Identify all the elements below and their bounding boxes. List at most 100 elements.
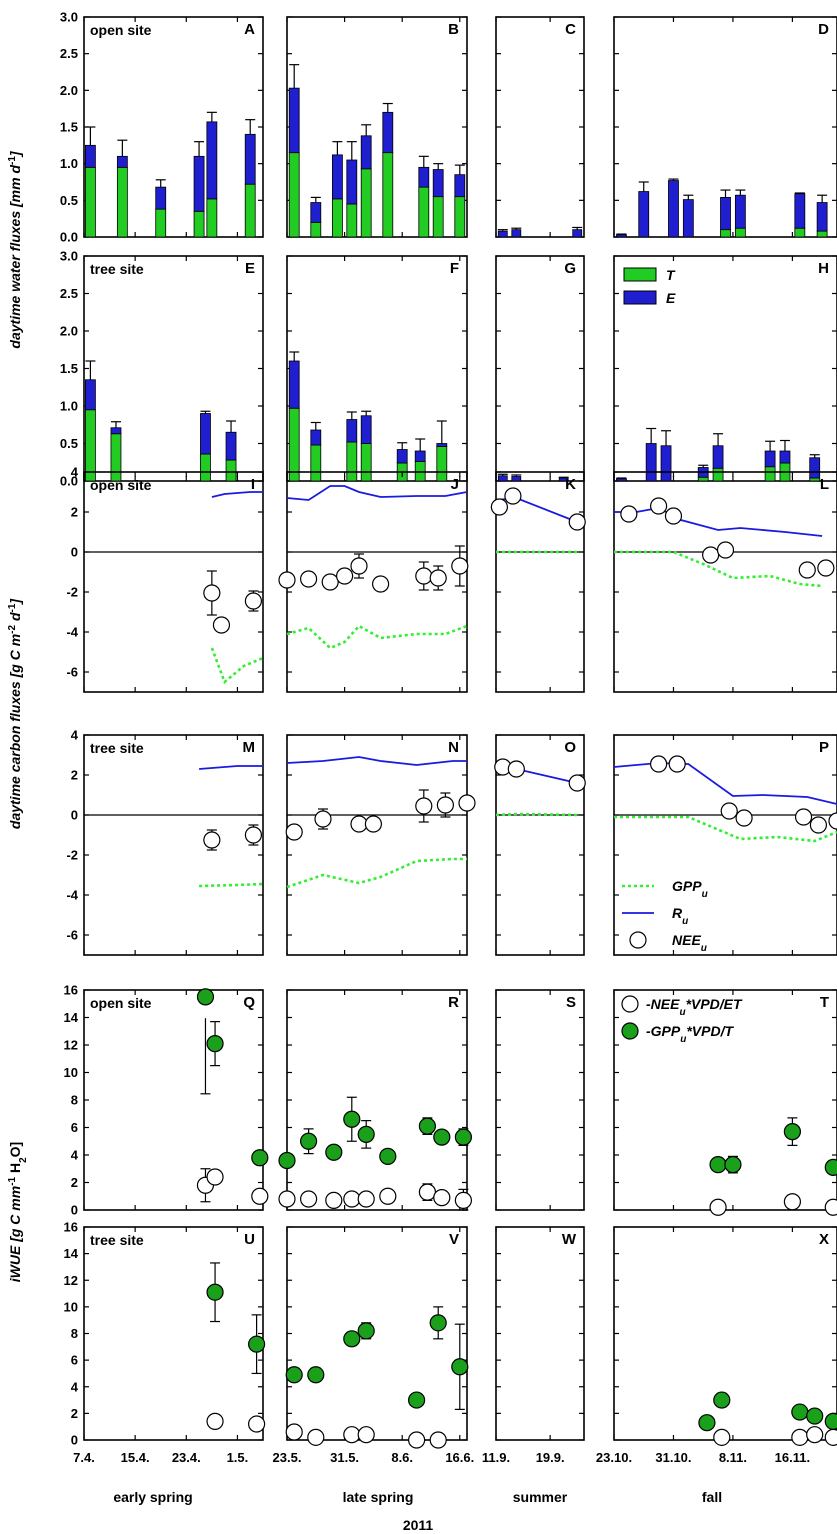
bar-E: [360, 135, 372, 170]
panel-letter: T: [820, 994, 829, 1011]
panel-frame: [495, 1226, 585, 1441]
y-tick-label: 8: [71, 1326, 78, 1341]
panel-N: N: [285, 734, 476, 956]
wue-gpp-point: [278, 1151, 296, 1170]
bar-E: [779, 450, 791, 464]
bar-T: [360, 168, 372, 238]
bar-E: [638, 191, 650, 238]
bar-E: [418, 166, 430, 188]
bar-T: [110, 433, 122, 482]
bar-E: [331, 154, 343, 200]
series-GPP-line: [614, 550, 823, 588]
y-tick-label: 6: [71, 1120, 78, 1135]
panel-X: X: [613, 1226, 837, 1446]
panel-frame: [495, 255, 585, 482]
nee-point: [300, 570, 318, 588]
nee-point: [828, 812, 837, 830]
y-tick-label: 2: [71, 505, 78, 520]
site-label: open site: [90, 995, 152, 1011]
wue-gpp-point: [357, 1322, 375, 1340]
series-R-line: [199, 765, 263, 770]
panel-O: O: [494, 734, 586, 956]
y-tick-label: 0: [71, 1203, 78, 1218]
panel-H: H: [613, 255, 837, 482]
wue-nee-point: [454, 1191, 472, 1209]
bar-T: [436, 446, 448, 482]
y-tick-label: 1.5: [60, 361, 78, 376]
panel-frame: [495, 989, 585, 1211]
nee-point: [798, 561, 816, 579]
panel-letter: S: [566, 994, 576, 1011]
panel-L: L: [613, 471, 837, 693]
panel-letter: P: [819, 739, 829, 756]
y-tick-label: 10: [64, 1065, 78, 1080]
wue-nee-point: [783, 1193, 802, 1211]
panel-B: B: [286, 16, 468, 238]
panel-G: G: [495, 255, 585, 482]
y-tick-label: -2: [66, 848, 78, 863]
wue-nee-point: [824, 1198, 837, 1216]
wue-gpp-point: [325, 1143, 343, 1161]
site-label: tree site: [90, 1232, 144, 1248]
series-R-line: [614, 507, 823, 537]
bar-T: [155, 208, 167, 238]
bar-E: [497, 475, 508, 482]
bar-E: [511, 229, 522, 238]
bar-E: [816, 202, 828, 232]
panel-S: S: [495, 989, 585, 1211]
bar-T: [734, 227, 746, 238]
y-tick-label: 4: [71, 728, 79, 743]
bar-E: [712, 445, 724, 469]
series-GPP-line: [286, 857, 467, 889]
nee-point: [336, 567, 354, 585]
series-GPP-line: [495, 812, 578, 817]
y-axis-title-iwue: iWUE [g C mm-1 H2O]: [7, 1142, 29, 1282]
wue-gpp-point: [251, 1149, 269, 1167]
site-label: tree site: [90, 740, 144, 756]
series-GPP-line: [199, 882, 264, 888]
wue-gpp-point: [300, 1132, 318, 1150]
nee-point: [664, 507, 683, 525]
bar-T: [764, 466, 776, 482]
panel-letter: M: [243, 739, 256, 756]
wue-gpp-point: [196, 988, 215, 1006]
series-GPP-line: [614, 815, 837, 843]
panel-letter: I: [251, 476, 255, 493]
bar-E: [310, 202, 322, 223]
bar-T: [360, 443, 372, 482]
bar-E: [288, 87, 300, 154]
nee-point: [568, 513, 586, 531]
x-tick-label: 7.4.: [73, 1450, 95, 1465]
bar-T: [346, 203, 358, 238]
wue-nee-point: [408, 1431, 426, 1449]
panel-letter: U: [244, 1231, 255, 1248]
nee-point: [504, 487, 522, 505]
wue-gpp-point: [454, 1128, 472, 1146]
series-GPP-line: [286, 624, 468, 650]
panel-frame: [83, 16, 264, 238]
panel-letter: H: [818, 260, 829, 277]
wue-gpp-point: [451, 1358, 469, 1376]
bar-E: [497, 230, 508, 238]
season-label: early spring: [113, 1489, 192, 1505]
y-tick-label: 12: [64, 1038, 78, 1053]
y-tick-label: 1.0: [60, 399, 78, 414]
bar-E: [346, 159, 358, 205]
bar-T: [206, 198, 218, 238]
panel-letter: L: [820, 476, 829, 493]
wue-gpp-point: [408, 1391, 426, 1409]
nee-point: [568, 774, 586, 792]
x-tick-label: 16.11.: [775, 1450, 810, 1465]
panel-frame: [83, 734, 264, 956]
bar-T: [382, 152, 394, 238]
bar-E: [244, 133, 256, 185]
nee-point: [429, 569, 447, 587]
series-R-line: [613, 762, 837, 805]
y-tick-label: -6: [66, 665, 78, 680]
y-tick-label: 4: [71, 1379, 79, 1394]
bar-E: [572, 229, 583, 238]
wue-nee-point: [343, 1426, 361, 1444]
panel-R: R: [278, 989, 472, 1211]
y-tick-label: -2: [66, 585, 78, 600]
